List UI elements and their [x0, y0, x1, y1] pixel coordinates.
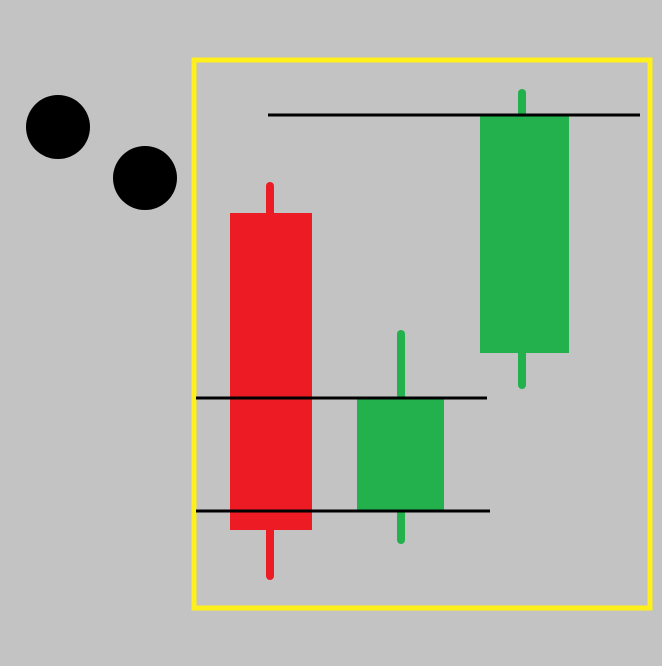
- dot-icon-2: [113, 146, 177, 210]
- dot-icon-1: [26, 95, 90, 159]
- candle-1: [230, 182, 312, 580]
- candle-2: [357, 330, 444, 544]
- candle-2-body: [357, 398, 444, 510]
- candle-3: [480, 89, 569, 389]
- highlight-frame: [191, 57, 653, 611]
- candle-3-body: [480, 116, 569, 353]
- candle-1-body: [230, 213, 312, 530]
